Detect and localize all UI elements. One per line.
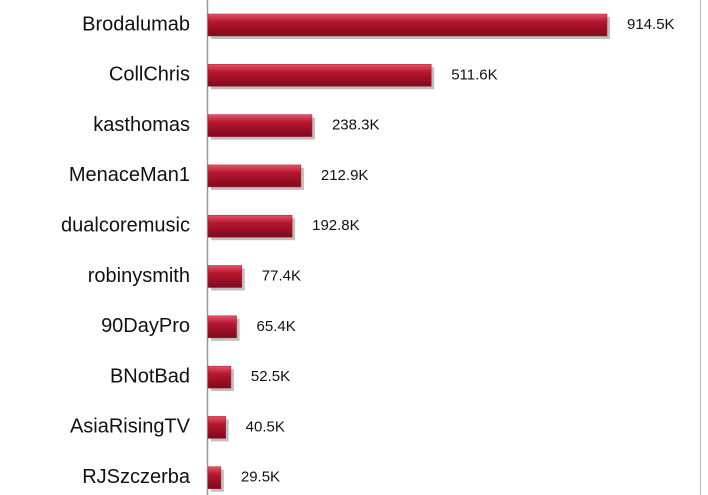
- value-label: 238.3K: [332, 117, 380, 134]
- category-label: CollChris: [109, 64, 190, 86]
- value-label: 511.6K: [451, 66, 497, 83]
- bar: [207, 466, 222, 489]
- bar: [207, 164, 302, 188]
- category-label: kasthomas: [93, 114, 190, 136]
- category-label: 90DayPro: [101, 315, 190, 337]
- category-label: RJSzczerba: [82, 466, 191, 488]
- value-label: 40.5K: [246, 418, 285, 435]
- bar: [207, 214, 293, 238]
- bar: [207, 114, 313, 137]
- category-label: BNotBad: [110, 365, 190, 387]
- bar: [207, 64, 432, 87]
- category-label: MenaceMan1: [69, 164, 190, 186]
- bar: [207, 365, 232, 389]
- value-label: 52.5K: [251, 368, 290, 385]
- value-label: 192.8K: [312, 217, 360, 234]
- category-label: dualcoremusic: [61, 214, 190, 236]
- bar: [207, 265, 243, 288]
- bar: [207, 315, 237, 339]
- category-label: robinysmith: [88, 265, 190, 287]
- value-label: 65.4K: [257, 318, 296, 335]
- value-label: 77.4K: [262, 267, 301, 284]
- value-label: 29.5K: [241, 469, 280, 486]
- bar: [207, 416, 226, 439]
- value-label: 914.5K: [627, 16, 675, 33]
- bar: [207, 13, 608, 37]
- category-label: Brodalumab: [82, 13, 190, 35]
- value-label: 212.9K: [321, 167, 369, 184]
- category-label: AsiaRisingTV: [70, 416, 191, 438]
